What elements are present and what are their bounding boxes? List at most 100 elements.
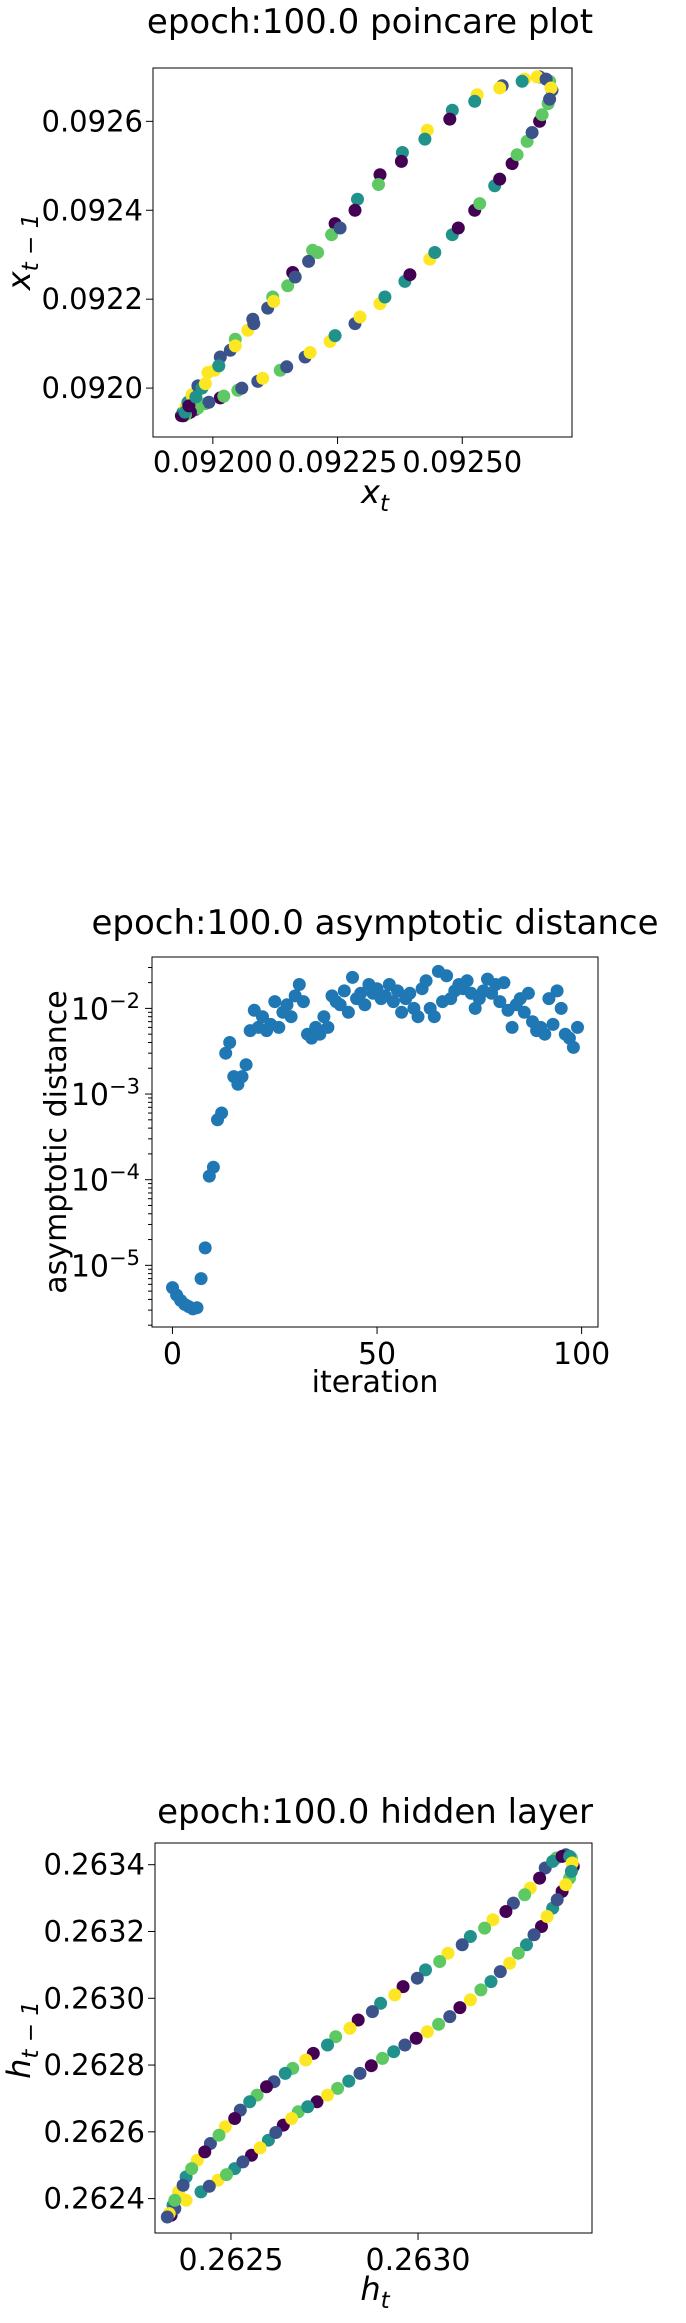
data-point [419,974,433,988]
data-point [217,389,231,403]
data-point [223,1036,237,1049]
data-point [386,995,400,1009]
data-point [168,2193,182,2207]
hidden-layer-svg: epoch:100.0 hidden layer 0.2625 0.2630 0.26… [0,1792,593,2314]
data-point [527,1928,541,1942]
y-tick-label: 0.0924 [42,193,143,227]
data-point [394,154,408,168]
axes-frame [151,956,599,1328]
chart-title: epoch:100.0 hidden layer [157,1792,593,1832]
data-point [228,2112,242,2125]
data-point [260,2080,273,2094]
data-point [493,1965,507,1979]
data-point [202,2179,216,2193]
data-point [468,1001,482,1015]
data-point [418,132,432,146]
data-point [403,268,417,282]
y-tick-label: 0.2630 [44,1981,145,2015]
x-tick-label: 0.09225 [278,445,398,479]
data-point [341,1005,355,1019]
data-point [410,1971,424,1985]
x-tick-label: 0.09250 [402,445,522,479]
data-point [247,317,261,331]
data-point [235,381,249,395]
x-axis-label: iteration [312,1365,439,1400]
data-point [521,986,535,1000]
x-axis-label: ht [360,2270,390,2314]
data-point [440,969,454,983]
data-point [280,360,294,374]
data-point [433,1955,447,1968]
data-point [358,998,372,1012]
data-point [559,1878,573,1892]
data-point [493,172,507,186]
data-point [190,1301,204,1315]
data-point [391,984,404,998]
data-point [256,1010,269,1024]
data-point [566,1040,580,1054]
data-point [395,1005,409,1019]
data-point [460,974,474,988]
hidden-layer-chart: epoch:100.0 hidden layer 0.2625 0.2630 0.26… [0,1790,686,2323]
data-point [317,1010,331,1024]
y-tick-label: 0.2624 [44,2182,145,2216]
y-tick-label: 0.2626 [44,2115,145,2149]
data-point [342,2074,356,2088]
data-point [535,1920,548,1933]
data-point [353,310,367,324]
y-tick-label: 10−3 [71,1074,140,1113]
data-point [198,2145,212,2159]
y-tick-label: 10−2 [71,989,140,1028]
data-point [538,1027,552,1041]
data-point [331,2081,345,2095]
data-point [564,1864,578,1878]
data-point [376,2051,389,2065]
data-point [194,1272,208,1286]
data-point [179,2193,193,2207]
data-point [411,1010,425,1024]
data-point [518,1888,532,1902]
data-point [374,1996,388,2010]
asymptotic-distance-svg: epoch:100.0 asymptotic distance 0 50 100 10−… [39,903,659,1400]
data-point [301,2100,315,2114]
data-point [432,2017,446,2031]
y-tick-label: 0.2628 [44,2048,145,2082]
data-point [302,254,316,268]
data-point [473,197,487,211]
data-point [455,1938,469,1952]
data-point [506,1896,520,1910]
data-point [409,2031,423,2045]
data-point [373,168,387,182]
y-axis-label: xt − 1 [0,214,44,291]
data-point [354,986,368,1000]
data-point [550,1893,564,1907]
data-point [311,246,325,259]
x-tick-label: 0.2630 [366,2243,471,2278]
data-point [348,203,362,217]
data-point [268,995,282,1009]
data-point [303,346,317,359]
data-point [419,1963,432,1977]
data-point [185,2162,199,2176]
data-point [220,2168,233,2182]
data-point [510,148,524,162]
data-point [484,1975,498,1989]
y-tick-label: 10−5 [71,1246,140,1285]
data-point [239,1058,253,1072]
data-point [212,2128,226,2142]
y-tick-label: 10−4 [71,1160,140,1199]
data-point [321,2088,334,2102]
data-point [515,74,529,88]
data-point [215,1106,229,1120]
data-point [546,1017,560,1031]
data-point [499,1905,513,1918]
data-point [540,1910,554,1923]
data-point [267,294,281,308]
data-point [288,270,302,284]
data-point [474,1983,488,1997]
x-tick-label: 0 [163,1337,182,1372]
axes-frame [154,1842,593,2234]
data-point [333,221,347,235]
data-point [403,986,417,1000]
